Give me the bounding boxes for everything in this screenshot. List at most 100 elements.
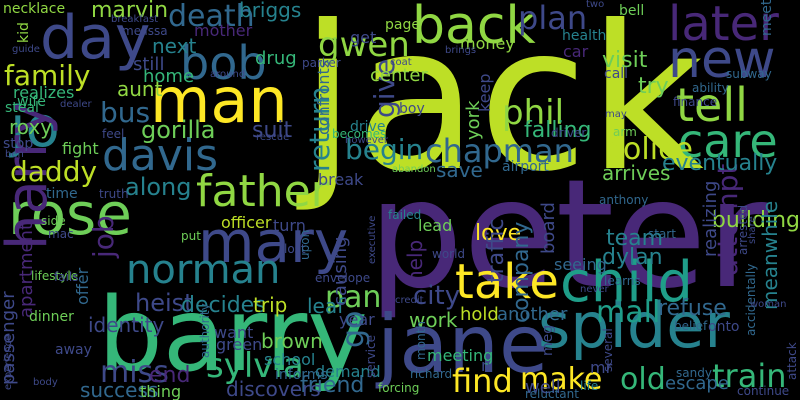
word-city: city	[413, 281, 461, 311]
word-falling: falling	[524, 118, 592, 143]
word-continue: continue	[737, 384, 790, 398]
word-keep: keep	[475, 73, 494, 112]
word-reluctant: reluctant	[525, 387, 579, 400]
word-meg: meg	[540, 324, 556, 356]
word-boy: boy	[399, 101, 425, 117]
word-fight: fight	[62, 139, 99, 158]
word-credit: credit	[395, 295, 424, 306]
word-plan: plan	[518, 0, 588, 37]
word-roxy: roxy	[9, 115, 53, 139]
word-wife: wife	[17, 94, 46, 110]
word-love: love	[475, 221, 522, 246]
word-authority: authority	[198, 303, 212, 358]
word-center: center	[370, 65, 428, 86]
word-leaf: leaf	[307, 294, 345, 318]
word-save: save	[436, 158, 483, 182]
word-coat: coat	[390, 57, 412, 68]
word-break: break	[318, 170, 364, 189]
word-ability: ability	[692, 81, 729, 95]
word-still: still	[133, 54, 165, 75]
word-father: father	[196, 166, 329, 217]
word-arm: arm	[613, 125, 637, 139]
word-phil: phil	[502, 93, 565, 133]
word-suit: suit	[252, 118, 293, 143]
word-daddy: daddy	[10, 155, 98, 188]
word-feel: feel	[102, 127, 125, 141]
word-make: make	[520, 362, 603, 397]
word-home: home	[143, 66, 195, 87]
word-board: board	[538, 202, 559, 254]
word-experience: experience	[3, 334, 14, 390]
word-discovers: discovers	[226, 377, 321, 400]
word-melissa: melissa	[122, 24, 168, 38]
word-rescue: rescue	[256, 132, 290, 143]
word-aunt: aunt	[117, 77, 163, 101]
word-next: next	[152, 34, 197, 58]
word-sylvia: sylvia	[206, 346, 304, 386]
word-meanwhile: meanwhile	[758, 200, 782, 310]
word-brings: brings	[445, 45, 477, 56]
word-parker: parker	[302, 56, 341, 70]
word-turn: turn	[273, 216, 306, 235]
word-escape: escape	[665, 373, 729, 394]
word-decides: decides	[181, 293, 266, 318]
word-mother: mother	[194, 21, 253, 40]
word-bus: bus	[100, 96, 151, 129]
word-woman: woman	[750, 299, 787, 310]
word-rose: rose	[8, 180, 132, 248]
word-work: work	[409, 308, 458, 332]
word-health: health	[562, 28, 607, 44]
word-find: find	[452, 362, 513, 400]
word-pan: pan	[325, 280, 382, 315]
word-officer: officer	[221, 213, 272, 232]
word-marvin: marvin	[91, 0, 169, 23]
word-dealer: dealer	[60, 99, 92, 110]
word-try: try	[638, 74, 669, 99]
word-service: service	[364, 335, 378, 378]
word-job: job	[87, 215, 120, 258]
word-necklace: necklace	[3, 1, 66, 17]
word-upon: upon	[298, 229, 312, 260]
word-train: train	[712, 357, 787, 395]
word-well: well	[525, 377, 561, 398]
word-guide: guide	[12, 44, 40, 55]
word-call: call	[604, 66, 629, 82]
word-ben: ben	[5, 149, 24, 160]
word-life: life	[580, 379, 599, 393]
word-demand: demand	[315, 362, 381, 381]
word-subway: subway	[726, 67, 772, 81]
word-success: success	[80, 378, 159, 400]
word-attack: attack	[785, 342, 799, 380]
word-family: family	[4, 59, 91, 92]
word-onto: onto	[708, 319, 740, 335]
word-body: body	[33, 377, 58, 388]
word-spider: spider	[538, 289, 730, 362]
word-tell: tell	[676, 78, 748, 132]
word-lost: lost	[284, 242, 306, 256]
word-davis: davis	[102, 130, 219, 181]
word-end: end	[149, 363, 191, 388]
word-traffic: traffic	[484, 218, 509, 283]
word-mac: mac	[48, 227, 74, 241]
word-seeing: seeing	[554, 255, 607, 274]
word-brown: brown	[261, 329, 323, 353]
word-becomes: becomes	[332, 127, 387, 141]
word-green: green	[216, 335, 263, 354]
word-dylan: dylan	[602, 245, 663, 270]
word-police: police	[604, 132, 694, 167]
word-barry: barry	[98, 276, 368, 395]
word-gorilla: gorilla	[141, 116, 216, 144]
word-drive: drive	[350, 119, 386, 135]
word-visit: visit	[602, 48, 648, 73]
word-richard: richard	[410, 367, 453, 381]
word-peter: peter	[368, 148, 769, 322]
word-stop: stop	[3, 136, 34, 152]
word-driver: driver	[551, 126, 587, 140]
word-later: later	[668, 0, 779, 52]
word-mall: mall	[596, 295, 661, 330]
word-lifestyle: lifestyle	[31, 269, 79, 283]
word-car: car	[563, 42, 589, 61]
word-however: however	[345, 135, 388, 146]
word-money: money	[460, 34, 515, 53]
